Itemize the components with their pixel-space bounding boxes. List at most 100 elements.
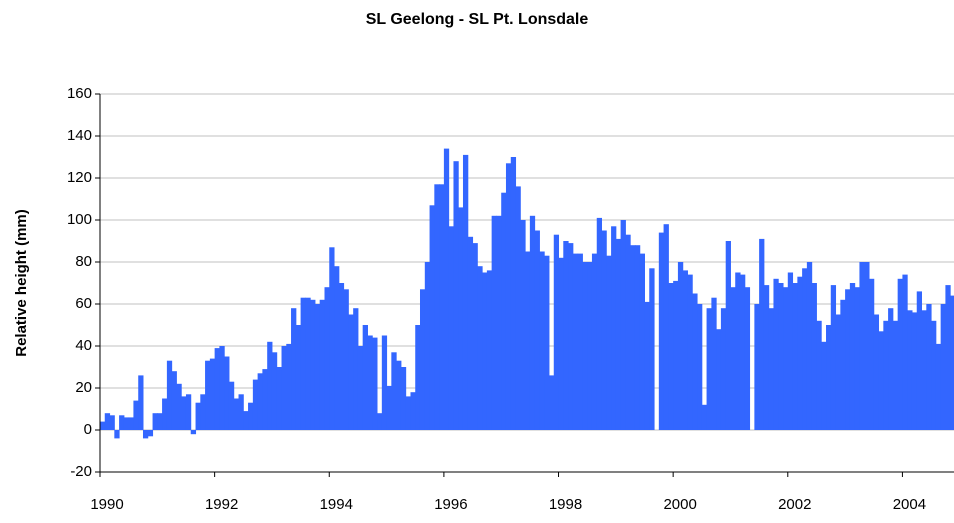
bar <box>911 312 918 430</box>
bar <box>109 415 115 430</box>
bar <box>286 343 292 430</box>
bar <box>548 375 555 430</box>
bar <box>338 283 345 430</box>
bar <box>663 224 669 430</box>
bar <box>453 161 459 430</box>
bar <box>773 278 779 430</box>
bar <box>434 184 440 430</box>
bar <box>826 325 832 430</box>
bar <box>515 186 521 430</box>
bar <box>816 320 822 430</box>
bar <box>701 404 708 430</box>
bar <box>620 220 626 430</box>
bar <box>482 272 488 430</box>
bar <box>668 283 674 430</box>
bar <box>190 430 197 435</box>
bar <box>811 283 817 430</box>
bar <box>310 299 316 430</box>
bar <box>157 413 163 430</box>
bar <box>869 278 875 430</box>
bar <box>572 253 579 430</box>
bar <box>343 289 349 430</box>
bar <box>133 400 139 430</box>
bar <box>405 396 411 430</box>
bar <box>415 325 421 430</box>
bar <box>100 421 106 430</box>
bar <box>945 285 951 430</box>
bar <box>553 234 560 430</box>
bar <box>200 394 206 430</box>
y-tick-label: 140 <box>67 127 92 144</box>
bar <box>357 346 364 430</box>
bar <box>706 308 712 430</box>
bar <box>625 234 631 430</box>
bar <box>525 251 531 430</box>
bar <box>257 373 263 430</box>
bar <box>224 356 230 430</box>
bar <box>591 253 598 430</box>
bar <box>740 274 746 430</box>
bar <box>754 304 760 430</box>
bar <box>730 287 736 430</box>
bar <box>931 320 937 430</box>
bar <box>329 247 335 430</box>
bar <box>462 154 469 430</box>
bar <box>214 348 220 430</box>
x-tick-label: 1992 <box>205 496 238 513</box>
bar <box>568 243 574 430</box>
bar <box>501 192 507 430</box>
bar <box>472 243 478 430</box>
bar <box>845 289 851 430</box>
bar <box>744 287 751 430</box>
bar <box>611 226 617 430</box>
bar <box>262 369 268 430</box>
bar <box>529 215 536 430</box>
y-tick-label: 100 <box>67 211 92 228</box>
x-tick-label: 2002 <box>778 496 811 513</box>
y-tick-label: 160 <box>67 85 92 102</box>
bar <box>372 337 378 430</box>
bar <box>830 285 837 430</box>
bar <box>491 215 497 430</box>
bar <box>243 411 249 430</box>
bar <box>166 360 173 430</box>
bar <box>238 394 244 430</box>
y-tick-label: 60 <box>75 295 92 312</box>
bar <box>849 283 856 430</box>
y-tick-label: -20 <box>70 463 92 480</box>
bar <box>334 266 340 430</box>
bar <box>147 430 154 437</box>
bar <box>176 383 182 430</box>
bar <box>916 291 923 430</box>
bar <box>377 413 383 430</box>
bar <box>658 232 665 430</box>
bar <box>271 352 278 430</box>
bar <box>181 396 187 430</box>
y-tick-label: 20 <box>75 379 92 396</box>
y-tick-label: 40 <box>75 337 92 354</box>
bar <box>921 310 927 430</box>
bar <box>735 272 741 430</box>
bar <box>630 245 636 430</box>
bar <box>195 402 201 430</box>
bar <box>601 230 607 430</box>
bar <box>577 253 583 430</box>
bar <box>123 417 130 430</box>
bar <box>443 148 450 430</box>
bar <box>907 310 913 430</box>
bar <box>248 402 254 430</box>
bar <box>883 320 889 430</box>
bar <box>797 276 803 430</box>
bar <box>677 262 684 430</box>
bar <box>926 304 932 430</box>
bar <box>114 430 120 439</box>
bar <box>725 241 731 430</box>
bar <box>682 270 688 430</box>
bar <box>763 285 770 430</box>
bar <box>233 398 240 430</box>
bar <box>477 266 483 430</box>
bar <box>419 289 426 430</box>
bar <box>219 346 225 430</box>
x-tick-label: 1994 <box>320 496 353 513</box>
bar <box>424 262 431 430</box>
